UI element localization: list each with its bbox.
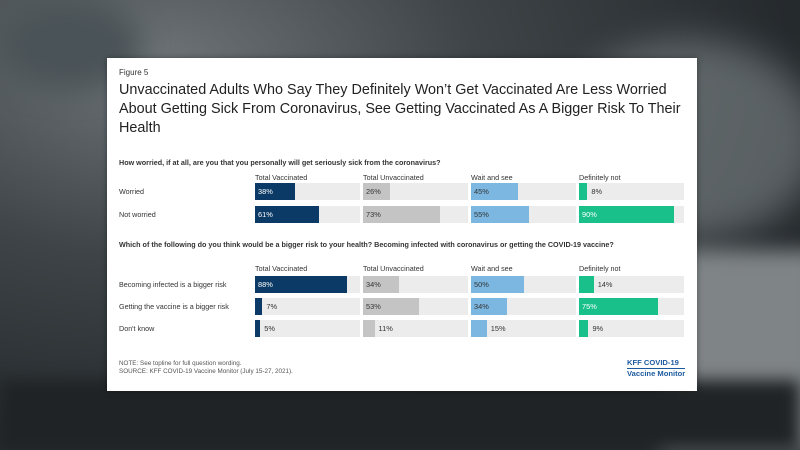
row-label: Don't know [119, 324, 155, 333]
bar-track: 34% [363, 276, 468, 293]
bar-value-label: 5% [264, 324, 275, 333]
bar [363, 276, 399, 293]
bar [579, 298, 658, 315]
logo-line: Vaccine Monitor [627, 369, 686, 378]
bar-track: 15% [471, 320, 576, 337]
chart-note: NOTE: See topline for full question word… [119, 360, 293, 376]
bar-track: 11% [363, 320, 468, 337]
column-header: Wait and see [471, 264, 513, 273]
note-line: NOTE: See topline for full question word… [119, 360, 242, 367]
bar-value-label: 11% [378, 324, 393, 333]
bar-value-label: 9% [592, 324, 604, 333]
bar-value-label: 34% [474, 302, 489, 311]
bar-track: 73% [363, 206, 468, 223]
row-label: Not worried [119, 210, 156, 219]
background-blur-shape [0, 380, 800, 450]
bar-value-label: 50% [474, 280, 489, 289]
bar-track: 50% [471, 276, 576, 293]
bar [579, 206, 674, 223]
column-header: Definitely not [579, 264, 621, 273]
logo-line: KFF COVID-19 [627, 358, 686, 369]
question-text: Which of the following do you think woul… [119, 240, 614, 249]
bar [363, 298, 419, 315]
bar-track: 34% [471, 298, 576, 315]
source-line: SOURCE: KFF COVID-19 Vaccine Monitor (Ju… [119, 368, 293, 375]
column-header: Total Unvaccinated [363, 264, 424, 273]
bar-value-label: 34% [366, 280, 381, 289]
bar [579, 183, 588, 200]
bar-track: 9% [579, 320, 684, 337]
question-text: How worried, if at all, are you that you… [119, 158, 441, 167]
bar [255, 298, 263, 315]
row-label: Getting the vaccine is a bigger risk [119, 302, 229, 311]
bar-track: 90% [579, 206, 684, 223]
bar-value-label: 14% [597, 280, 613, 289]
bar [471, 206, 529, 223]
bar-track: 26% [363, 183, 468, 200]
bar-value-label: 75% [582, 302, 597, 311]
bar-value-label: 7% [266, 302, 278, 311]
column-header: Total Vaccinated [255, 264, 308, 273]
bar-track: 88% [255, 276, 360, 293]
column-header: Total Vaccinated [255, 173, 308, 182]
row-label: Worried [119, 187, 145, 196]
row-label: Becoming infected is a bigger risk [119, 280, 227, 289]
bar-track: 61% [255, 206, 360, 223]
bar-track: 75% [579, 298, 684, 315]
bar-value-label: 90% [582, 210, 597, 219]
bar [255, 206, 320, 223]
bar-value-label: 61% [258, 210, 273, 219]
bar-value-label: 26% [366, 187, 381, 196]
bar-value-label: 55% [474, 210, 489, 219]
column-header: Wait and see [471, 173, 513, 182]
bar-track: 45% [471, 183, 576, 200]
bar-track: 14% [579, 276, 684, 293]
column-header: Total Unvaccinated [363, 173, 424, 182]
chart-card: Figure 5 Unvaccinated Adults Who Say The… [107, 58, 697, 391]
bar-track: 8% [579, 183, 684, 200]
bar-value-label: 73% [366, 210, 381, 219]
bar [471, 298, 507, 315]
bar [255, 320, 261, 337]
bar-value-label: 15% [490, 324, 506, 333]
bar [255, 183, 295, 200]
bar [471, 276, 524, 293]
bar-track: 7% [255, 298, 360, 315]
bar [363, 206, 440, 223]
bar [363, 183, 391, 200]
figure-label: Figure 5 [119, 68, 149, 77]
bar-value-label: 88% [258, 280, 273, 289]
chart-title: Unvaccinated Adults Who Say They Definit… [119, 82, 681, 136]
bar-track: 38% [255, 183, 360, 200]
bar [471, 183, 519, 200]
bar-value-label: 53% [366, 302, 381, 311]
bar [579, 320, 589, 337]
bar-value-label: 45% [474, 187, 489, 196]
bar-track: 5% [255, 320, 360, 337]
bar [363, 320, 375, 337]
column-header: Definitely not [579, 173, 621, 182]
bar [255, 276, 348, 293]
bar-value-label: 8% [591, 187, 603, 196]
bar [471, 320, 487, 337]
bar-track: 53% [363, 298, 468, 315]
bar [579, 276, 594, 293]
bar-track: 55% [471, 206, 576, 223]
bar-value-label: 38% [258, 187, 273, 196]
kff-logo: KFF COVID-19 Vaccine Monitor [627, 358, 686, 379]
